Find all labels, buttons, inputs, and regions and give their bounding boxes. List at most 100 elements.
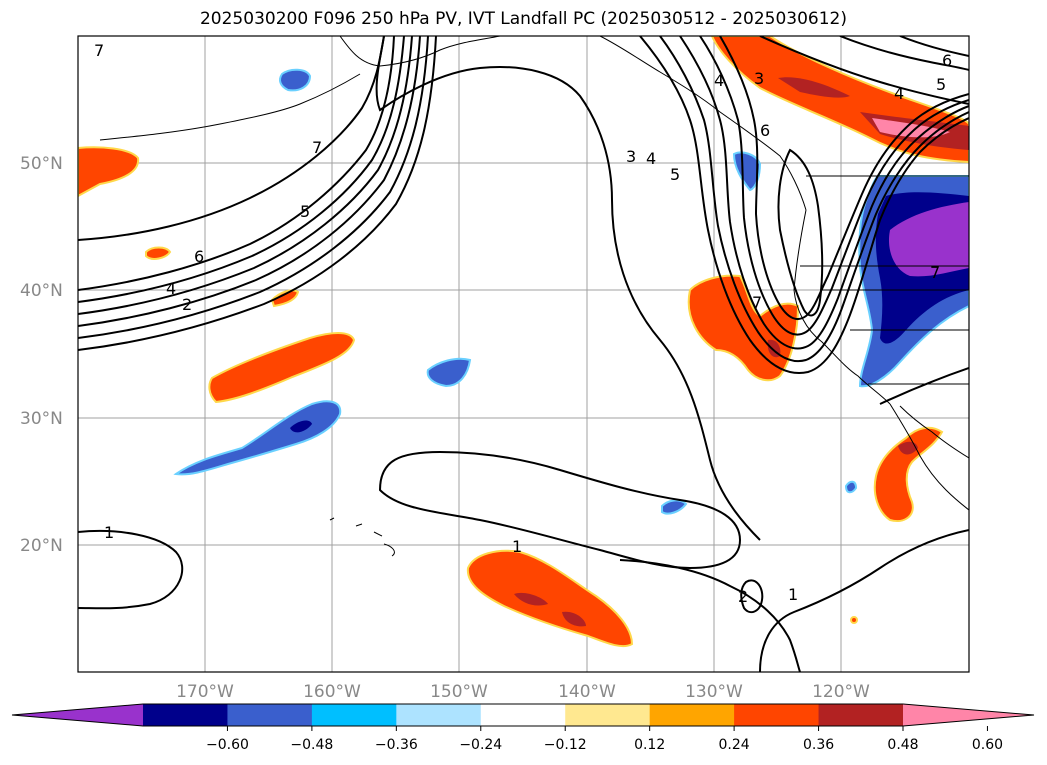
colorbar-tick-label: −0.12 xyxy=(544,737,587,753)
shade-region-band-2-core xyxy=(290,420,312,433)
lat-label: 40°N xyxy=(20,281,63,301)
shade-region-alaska xyxy=(279,68,312,92)
contour-label: 2 xyxy=(182,295,192,314)
colorbar-swatch xyxy=(396,704,482,726)
contour-small-2 xyxy=(740,579,764,614)
colorbar-swatch xyxy=(143,704,228,726)
contour-label: 4 xyxy=(714,71,724,90)
contour-label: 7 xyxy=(752,293,762,312)
colorbar-tick-label: 0.60 xyxy=(972,737,1003,753)
colorbar-swatch xyxy=(734,704,820,726)
shade-region-dot xyxy=(850,616,858,624)
colorbar-swatch xyxy=(480,704,566,726)
contour-trough-3 xyxy=(679,36,969,350)
contour-ne-3 xyxy=(899,36,969,57)
positive-shading xyxy=(78,36,969,648)
contour-trough-2 xyxy=(659,36,969,363)
contour-south-2 xyxy=(78,529,184,610)
colorbar-tick-label: 0.36 xyxy=(803,737,834,753)
contour-west-6 xyxy=(78,36,429,339)
map-frame xyxy=(77,35,970,673)
contour-trough-5 xyxy=(719,36,969,320)
lon-label: 150°W xyxy=(430,682,488,702)
baja-coast xyxy=(889,403,969,511)
contour-label: 6 xyxy=(760,121,770,140)
contour-ridge xyxy=(375,36,761,541)
contour-west-1 xyxy=(78,36,385,241)
lon-label: 140°W xyxy=(558,682,616,702)
contour-label: 7 xyxy=(94,41,104,60)
colorbar-tick-label: −0.36 xyxy=(375,737,418,753)
shade-region-nw xyxy=(78,146,140,198)
contour-label: 5 xyxy=(936,75,946,94)
shade-region-small-2 xyxy=(270,289,300,308)
colorbar-tick-label: −0.24 xyxy=(459,737,502,753)
us-west-coast xyxy=(793,209,891,405)
shade-region-hawaii-core-2 xyxy=(562,611,586,627)
colorbar: −0.60 −0.48 −0.36 −0.24 −0.12 0.12 0.24 0.36 0.4… xyxy=(11,703,1035,753)
colorbar-tick-label: 0.12 xyxy=(634,737,665,753)
contour-ne-2 xyxy=(839,36,969,71)
lat-label: 20°N xyxy=(20,536,63,556)
shade-region-hawaii-core xyxy=(514,592,548,606)
contour-label: 2 xyxy=(738,587,748,606)
contour-label: 1 xyxy=(788,585,798,604)
negative-shading xyxy=(173,68,969,515)
shade-region-tiny-blue xyxy=(844,480,858,494)
lon-label: 170°W xyxy=(176,682,234,702)
mexico-coast xyxy=(899,405,969,459)
shade-region-ne-peak xyxy=(872,118,950,138)
contour-south-4 xyxy=(759,529,969,672)
colorbar-swatch xyxy=(227,704,313,726)
lat-label: 30°N xyxy=(20,409,63,429)
lat-axis: 50°N 40°N 30°N 20°N xyxy=(20,154,63,556)
shade-region-small-1 xyxy=(145,246,172,260)
shade-region-small-blue xyxy=(661,499,688,515)
contour-label: 7 xyxy=(312,138,322,157)
colorbar-swatch xyxy=(311,704,397,726)
colorbar-swatch xyxy=(649,704,735,726)
contour-label: 6 xyxy=(194,247,204,266)
map-title: 2025030200 F096 250 hPa PV, IVT Landfall… xyxy=(199,9,847,29)
colorbar-extend-high xyxy=(903,704,1034,726)
contour-label: 3 xyxy=(754,69,764,88)
shade-region-ne-core xyxy=(778,77,850,98)
contour-label: 7 xyxy=(930,263,940,282)
shade-region-baja-core xyxy=(898,441,918,455)
colorbar-swatch xyxy=(818,704,904,726)
contour-label: 3 xyxy=(626,147,636,166)
contour-west-3 xyxy=(78,36,405,303)
shade-region-baja xyxy=(873,426,944,522)
contour-south-3 xyxy=(619,559,801,672)
colorbar-outline xyxy=(11,703,1035,727)
aleutians xyxy=(99,73,361,141)
contour-labels: 7 7 5 6 4 2 3 4 5 4 3 6 4 5 6 7 7 1 1 2 … xyxy=(94,41,952,606)
contour-west-7 xyxy=(78,36,437,351)
lon-axis: 170°W 160°W 150°W 140°W 130°W 120°W xyxy=(176,682,870,702)
contour-west-4 xyxy=(78,36,413,315)
shade-region-band-2 xyxy=(173,400,342,476)
bc-coast xyxy=(599,36,807,211)
contour-label: 4 xyxy=(166,279,176,298)
shade-region-central xyxy=(426,357,472,388)
shade-region-hawaii-south xyxy=(466,549,634,648)
lat-label: 50°N xyxy=(20,154,63,174)
contour-west-5 xyxy=(78,36,421,327)
lon-label: 160°W xyxy=(303,682,361,702)
colorbar-tick-label: −0.60 xyxy=(206,737,249,753)
hawaii-islands xyxy=(329,517,395,557)
contour-south-1 xyxy=(378,450,742,570)
shade-region-band-1 xyxy=(208,332,356,404)
lon-label: 120°W xyxy=(812,682,870,702)
pv-contours xyxy=(78,36,969,672)
contour-south-5 xyxy=(879,367,969,405)
contour-label: 1 xyxy=(512,537,522,556)
colorbar-tick-label: −0.48 xyxy=(290,737,333,753)
contour-ne-1 xyxy=(759,36,969,105)
contour-label: 4 xyxy=(894,84,904,103)
colorbar-tick-label: 0.48 xyxy=(887,737,918,753)
shade-region-interior-peak xyxy=(888,202,969,277)
contour-label: 6 xyxy=(942,51,952,70)
contour-label: 4 xyxy=(646,149,656,168)
